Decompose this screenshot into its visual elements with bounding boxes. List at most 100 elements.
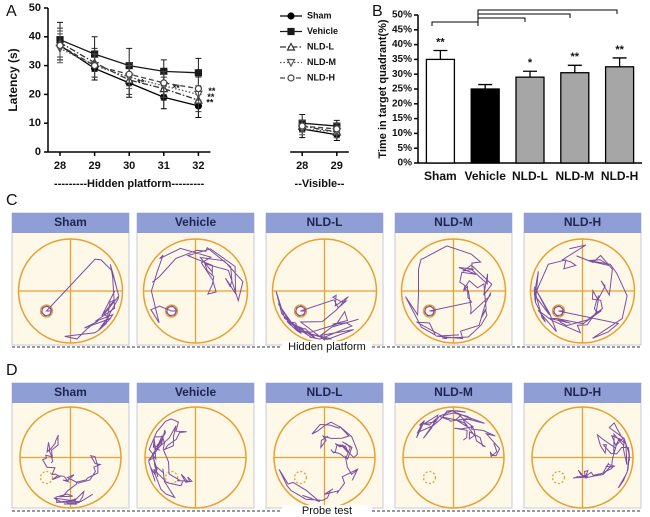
- platform: [39, 470, 54, 485]
- caption: Hidden platform: [288, 341, 366, 353]
- legend-marker: [287, 74, 295, 82]
- legend-marker: [287, 27, 295, 36]
- marker: [90, 61, 99, 70]
- platform: [293, 470, 308, 485]
- bracket: [477, 9, 618, 14]
- y-tick-label: 40: [29, 31, 41, 43]
- legend-marker: [287, 12, 295, 20]
- platform: [551, 470, 566, 485]
- significance: **: [615, 44, 624, 56]
- marker: [298, 122, 306, 130]
- significance: **: [436, 36, 445, 48]
- y-tick-label: 45%: [392, 24, 412, 35]
- bar: [425, 58, 456, 164]
- y-tick-label: 10: [29, 117, 41, 129]
- group-label: Vehicle: [175, 385, 217, 399]
- image-header: [266, 213, 383, 233]
- bar: [560, 72, 590, 164]
- swim-track: [278, 421, 359, 503]
- y-axis-label: Time in target quadrant(%): [377, 19, 389, 158]
- legend-label: Vehicle: [307, 26, 338, 36]
- swim-track: [275, 291, 359, 340]
- marker: [56, 41, 64, 50]
- legend-label: NLD-L: [307, 41, 334, 51]
- significance: **: [173, 83, 181, 93]
- y-tick-label: 30: [29, 60, 41, 72]
- bracket: [477, 17, 526, 22]
- image-header: [12, 213, 129, 233]
- significance: *: [528, 57, 533, 69]
- panel-label: B: [372, 3, 383, 20]
- swim-track: [41, 258, 120, 340]
- x-tick-label: 32: [192, 160, 204, 172]
- swim-track: [405, 245, 493, 340]
- error-bar: [433, 49, 448, 60]
- swim-track: [148, 418, 193, 499]
- legend-marker: [286, 58, 296, 68]
- image-header: [137, 213, 254, 233]
- x-tick-label: 29: [88, 160, 100, 172]
- caption-bg: [282, 341, 372, 353]
- legend-label: Sham: [307, 10, 332, 20]
- platform: [164, 304, 179, 318]
- marker: [125, 70, 133, 78]
- image-header: [524, 213, 641, 233]
- bracket: [431, 21, 479, 26]
- x-tick-label: Vehicle: [465, 169, 507, 183]
- significance: **: [207, 92, 215, 102]
- y-tick-label: 40%: [392, 39, 412, 50]
- significance: **: [571, 51, 580, 63]
- bracket: [477, 13, 571, 18]
- x-tick-label: 29: [331, 160, 343, 172]
- marker: [160, 79, 168, 87]
- group-label: NLD-H: [564, 385, 601, 399]
- platform: [551, 304, 566, 318]
- error-bar: [523, 70, 537, 78]
- x-tick-label: 30: [123, 160, 135, 172]
- image-header: [395, 383, 512, 403]
- group-label: NLD-L: [307, 215, 343, 229]
- platform: [422, 470, 437, 485]
- y-tick-label: 20: [29, 88, 41, 100]
- image-header: [266, 383, 383, 403]
- bar-brackets: [431, 9, 618, 26]
- bar: [515, 76, 545, 164]
- significance: **: [208, 86, 216, 96]
- x-tick-label: NLD-H: [601, 169, 638, 183]
- swim-track: [416, 410, 501, 458]
- caption-bg: [282, 505, 372, 517]
- y-tick-label: 10%: [392, 128, 412, 139]
- error-bar: [478, 83, 493, 89]
- marker: [333, 125, 341, 133]
- y-tick-label: 20%: [392, 98, 412, 109]
- panel-label: A: [6, 3, 17, 20]
- legend-marker: [286, 42, 296, 51]
- x-tick-label: NLD-M: [555, 169, 594, 183]
- bar: [604, 66, 635, 164]
- y-tick-label: 50%: [392, 10, 412, 21]
- image-header: [12, 383, 129, 403]
- y-tick-label: 35%: [392, 54, 412, 65]
- platform: [39, 304, 54, 318]
- y-tick-label: 0%: [398, 158, 413, 169]
- group-label: NLD-L: [307, 385, 343, 399]
- significance: **: [206, 98, 214, 108]
- y-tick-label: 0: [35, 146, 41, 158]
- x-tick-label: 31: [158, 160, 170, 172]
- swim-track: [150, 246, 244, 324]
- group-label: NLD-M: [434, 215, 473, 229]
- series-line: [59, 41, 337, 133]
- x-tick-label: 28: [54, 160, 66, 172]
- y-tick-label: 15%: [392, 113, 412, 124]
- significance: **: [137, 77, 145, 87]
- y-tick-label: 5%: [398, 143, 413, 154]
- y-axis-label: Latency (s): [6, 48, 20, 111]
- group-label: Vehicle: [175, 215, 217, 229]
- series-line: [59, 47, 337, 133]
- platform: [422, 304, 437, 318]
- swim-track: [573, 422, 630, 489]
- group-label: Sham: [54, 385, 87, 399]
- image-header: [395, 213, 512, 233]
- panel-label: D: [6, 362, 18, 379]
